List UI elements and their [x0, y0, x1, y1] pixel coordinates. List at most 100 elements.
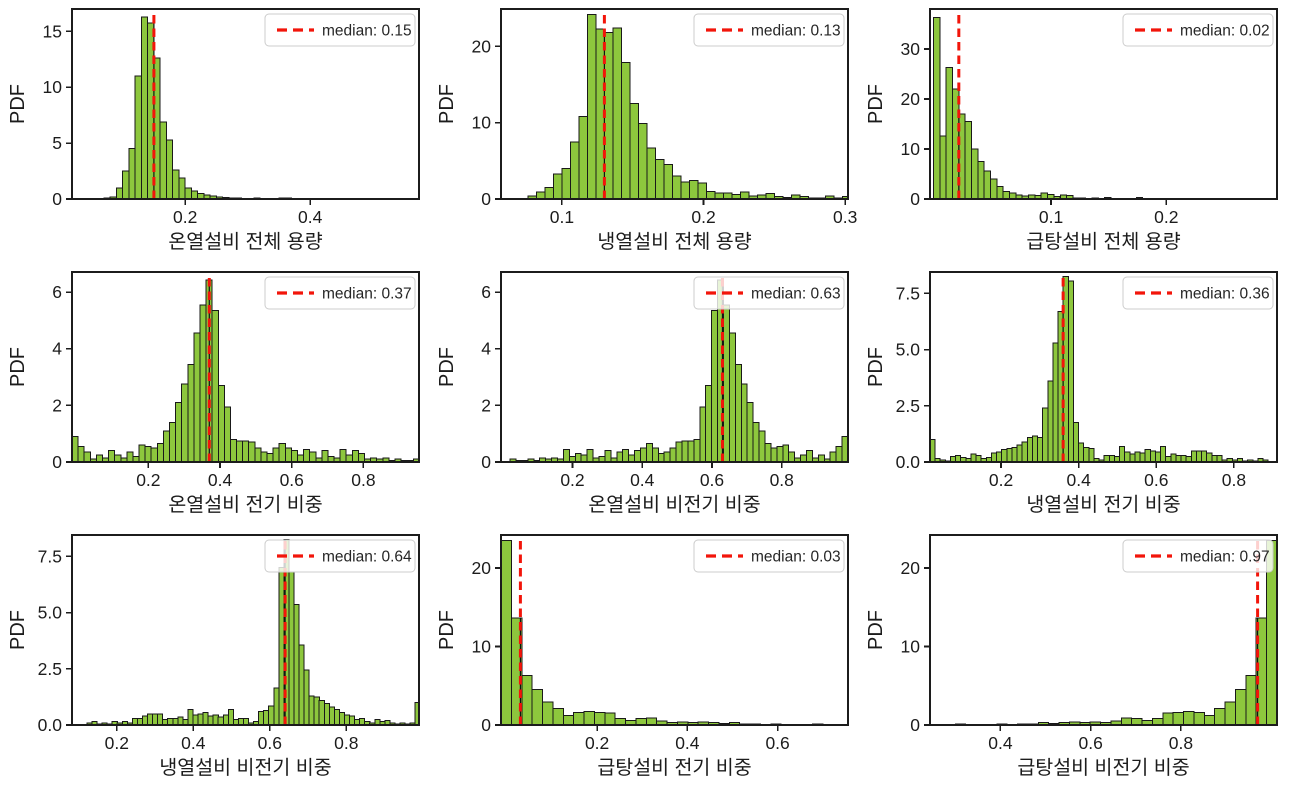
legend-label: median: 0.97	[1180, 549, 1270, 566]
histogram-bar	[222, 714, 229, 726]
histogram-bar	[829, 451, 837, 463]
histogram-bar	[758, 430, 766, 463]
x-axis-label: 급탕설비 비전기 비중	[1017, 757, 1189, 779]
histogram-bar	[574, 453, 582, 463]
histogram-bar	[152, 713, 159, 726]
histogram-bar	[1235, 689, 1247, 726]
histogram-bar	[297, 454, 305, 463]
y-axis-label: PDF	[865, 84, 887, 124]
histogram-bar	[1103, 454, 1110, 463]
x-tick-label: 0.2	[1154, 207, 1178, 227]
histogram-bar	[1183, 711, 1195, 726]
histogram-bar	[328, 706, 335, 726]
y-tick-label: 5.0	[896, 340, 921, 360]
histogram-bar	[229, 438, 237, 463]
histogram-bar	[1144, 449, 1151, 463]
histogram-bar	[344, 714, 351, 726]
histogram-bar	[108, 450, 116, 463]
histogram-bar	[242, 440, 250, 463]
histogram-bar	[561, 168, 571, 200]
histogram-bar	[1214, 708, 1226, 726]
histogram-bar	[1245, 675, 1257, 726]
histogram-bar	[77, 445, 85, 463]
legend-box	[1122, 13, 1274, 47]
legend-label: median: 0.15	[322, 23, 412, 40]
histogram-bar	[1193, 711, 1205, 726]
histogram-bar	[126, 451, 134, 463]
legend-box	[693, 276, 845, 310]
histogram-bar	[583, 711, 595, 726]
histogram-bar	[1152, 718, 1164, 726]
histogram-bar	[357, 453, 365, 463]
histogram-bar	[770, 447, 778, 463]
x-tick-label: 0.4	[181, 733, 206, 753]
histogram-bar	[714, 192, 724, 200]
histogram-bar	[614, 718, 627, 726]
histogram-bar	[122, 170, 130, 200]
histogram-bar	[254, 447, 262, 463]
histogram-bar	[303, 448, 311, 463]
y-tick-label: 20	[472, 36, 492, 56]
histogram-bar	[71, 436, 79, 463]
y-tick-label: 0	[481, 189, 491, 209]
y-axis-label: PDF	[436, 84, 458, 124]
histogram-bar	[562, 715, 575, 726]
histogram-bar	[645, 717, 658, 726]
histogram-bar	[1120, 717, 1133, 726]
x-tick-label: 0.8	[770, 470, 794, 490]
y-tick-label: 0	[52, 452, 62, 472]
legend-label: median: 0.64	[322, 549, 412, 566]
histogram-bar	[211, 310, 219, 463]
subplot-6: 0.2 0.4 0.6 0.8 0.0 2.5 5.0 7.5 PDF 냉열설비 전기 비중 med…	[858, 263, 1287, 526]
y-axis-label: PDF	[7, 84, 29, 124]
histogram-bar	[817, 454, 825, 463]
y-axis-label: PDF	[865, 347, 887, 387]
histogram-bar	[236, 440, 244, 463]
y-axis-label: PDF	[7, 610, 29, 650]
histogram-bar	[1021, 441, 1028, 463]
x-tick-label: 0.6	[280, 470, 304, 490]
histogram-bar	[1078, 442, 1085, 463]
x-tick-label: 0.2	[989, 470, 1013, 490]
y-tick-label: 0	[910, 189, 920, 209]
histogram-bar	[800, 454, 808, 463]
histogram-bar	[115, 187, 124, 200]
histogram-bar	[1047, 380, 1054, 463]
axes-spines	[71, 271, 420, 463]
legend-box	[1122, 539, 1274, 573]
histogram-plot-1: 0.2 0.4 0 5 10 15 PDF 온열설비 전체 용량 median: 0.15	[7, 8, 420, 253]
histogram-bar	[333, 708, 340, 726]
histogram-bar	[711, 310, 719, 463]
axes-spines	[71, 8, 420, 200]
histogram-bar	[569, 141, 580, 200]
y-tick-label: 2.5	[896, 396, 920, 416]
histogram-bar	[187, 708, 194, 726]
histogram-bar	[223, 406, 231, 463]
histogram-bar	[705, 190, 716, 200]
histogram-bar	[699, 406, 707, 463]
y-tick-label: 2	[481, 395, 491, 415]
histogram-bar	[187, 363, 195, 463]
histogram-bar	[1129, 453, 1136, 463]
histogram-bar	[1180, 454, 1187, 463]
subplot-5: 0.2 0.4 0.6 0.8 0 2 4 6 PDF 온열설비 비전기 비중 median: 0.…	[429, 263, 858, 526]
histogram-bars	[527, 13, 849, 200]
y-tick-label: 10	[472, 636, 492, 656]
legend-label: median: 0.63	[751, 286, 841, 303]
histogram-bar	[734, 363, 742, 463]
histogram-bar	[776, 445, 784, 463]
histogram-bars	[86, 539, 420, 726]
histogram-bar	[616, 451, 624, 463]
histogram-bar	[243, 717, 250, 726]
histogram-bar	[162, 430, 170, 463]
histogram-bar	[1160, 445, 1167, 463]
histogram-bar	[688, 180, 699, 200]
histogram-bar	[604, 712, 616, 726]
histogram-bar	[318, 699, 325, 726]
histogram-bar	[637, 123, 648, 200]
histogram-bar	[1172, 711, 1185, 726]
histogram-bar	[752, 421, 760, 463]
histogram-bar	[562, 448, 570, 463]
histogram-bar	[1139, 452, 1146, 463]
histogram-bar	[996, 186, 1004, 200]
